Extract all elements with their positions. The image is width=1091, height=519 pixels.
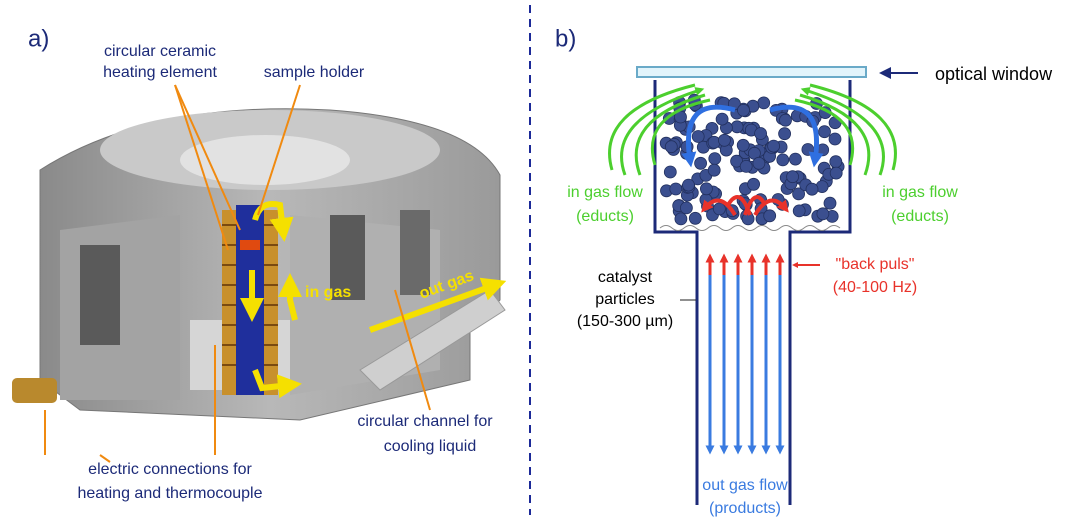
particle bbox=[731, 121, 743, 133]
particle bbox=[683, 179, 695, 191]
particle bbox=[819, 126, 831, 138]
particle bbox=[787, 171, 799, 183]
figure: a) circular ceramic heating element samp… bbox=[0, 0, 1091, 519]
particle bbox=[713, 203, 725, 215]
panel-label: a) bbox=[28, 25, 49, 52]
panel-label: b) bbox=[555, 25, 576, 52]
flow-label: out gas flow bbox=[702, 477, 788, 494]
callout: heating and thermocouple bbox=[77, 485, 262, 502]
particle bbox=[780, 114, 792, 126]
flow-label: in gas flow bbox=[882, 184, 958, 201]
particle bbox=[779, 128, 791, 140]
particle bbox=[789, 153, 801, 165]
particle bbox=[830, 167, 842, 179]
callout: circular ceramic bbox=[104, 43, 216, 60]
particle bbox=[753, 157, 765, 169]
particle bbox=[817, 208, 829, 220]
particle bbox=[708, 136, 720, 148]
flow-label: (products) bbox=[709, 500, 781, 517]
particle bbox=[675, 213, 687, 225]
flow-label: in gas flow bbox=[567, 184, 643, 201]
particle bbox=[695, 157, 707, 169]
particle bbox=[737, 139, 749, 151]
callout: sample holder bbox=[264, 64, 365, 81]
particle bbox=[689, 212, 701, 224]
particle bbox=[829, 133, 841, 145]
callout: "back puls" bbox=[836, 256, 915, 273]
particle bbox=[716, 113, 728, 125]
particle bbox=[700, 183, 712, 195]
particle bbox=[718, 134, 730, 146]
particle bbox=[680, 202, 692, 214]
callout: heating element bbox=[103, 64, 217, 81]
device-illustration bbox=[12, 85, 505, 462]
callout: optical window bbox=[935, 64, 1053, 84]
flow-label: (educts) bbox=[576, 208, 634, 225]
callout: particles bbox=[595, 291, 655, 308]
callout: electric connections for bbox=[88, 461, 252, 478]
particle bbox=[708, 164, 720, 176]
callout: (150-300 µm) bbox=[577, 313, 673, 330]
particle bbox=[802, 144, 814, 156]
particle bbox=[748, 178, 760, 190]
particle bbox=[665, 141, 677, 153]
particle bbox=[768, 140, 780, 152]
particle bbox=[777, 154, 789, 166]
particle bbox=[793, 205, 805, 217]
particle bbox=[830, 156, 842, 168]
particle bbox=[664, 166, 676, 178]
flow-label: in gas bbox=[305, 284, 351, 301]
callout: circular channel for bbox=[357, 413, 493, 430]
flow-label: (educts) bbox=[891, 208, 949, 225]
particle bbox=[738, 104, 750, 116]
particle bbox=[764, 210, 776, 222]
particle bbox=[758, 97, 770, 109]
particle bbox=[824, 197, 836, 209]
particle bbox=[709, 153, 721, 165]
particle bbox=[740, 160, 752, 172]
particle bbox=[692, 131, 704, 143]
callout: cooling liquid bbox=[384, 438, 477, 455]
particle bbox=[755, 128, 767, 140]
callout: (40-100 Hz) bbox=[833, 279, 917, 296]
particle bbox=[806, 183, 818, 195]
callout: catalyst bbox=[598, 269, 653, 286]
particle bbox=[670, 183, 682, 195]
